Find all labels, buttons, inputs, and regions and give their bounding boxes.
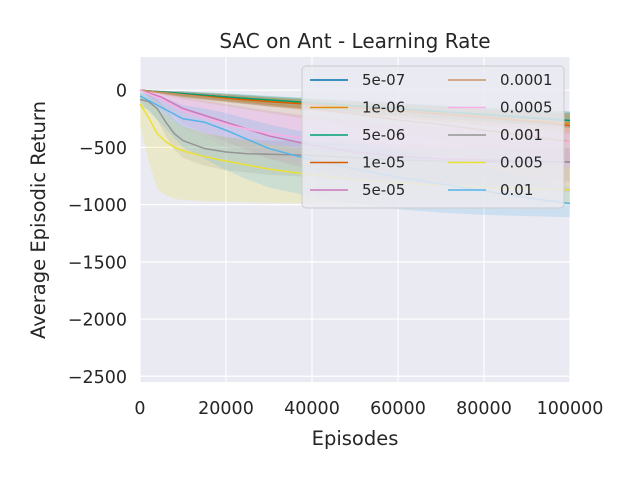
legend-label: 1e-06 (362, 99, 405, 117)
y-tick-label: −1500 (68, 253, 127, 273)
legend-label: 0.005 (500, 154, 543, 172)
x-tick-label: 60000 (370, 399, 426, 419)
legend-label: 5e-05 (362, 181, 405, 199)
legend-label: 5e-06 (362, 126, 405, 144)
x-tick-label: 100000 (537, 399, 604, 419)
y-tick-label: 0 (116, 82, 127, 102)
y-tick-label: −2500 (68, 368, 127, 388)
legend-label: 1e-05 (362, 154, 405, 172)
legend-label: 5e-07 (362, 71, 405, 89)
x-tick-label: 20000 (198, 399, 254, 419)
chart-title: SAC on Ant - Learning Rate (219, 29, 490, 53)
x-axis-label: Episodes (312, 427, 399, 450)
legend: 5e-07 1e-06 5e-06 1e-05 5e-05 0.0001 0.0005 0.0… (301, 65, 565, 209)
y-axis-label: Average Episodic Return (27, 101, 50, 339)
x-tick-label: 0 (134, 399, 145, 419)
legend-label: 0.0005 (500, 99, 553, 117)
y-tick-label: −500 (79, 139, 127, 159)
y-tick-label: −2000 (68, 311, 127, 331)
y-tick-label: −1000 (68, 196, 127, 216)
legend-box (301, 65, 565, 209)
legend-label: 0.0001 (500, 71, 553, 89)
legend-label: 0.001 (500, 126, 543, 144)
x-tick-labels: 0 20000 40000 60000 80000 100000 (134, 399, 603, 419)
x-tick-label: 80000 (456, 399, 512, 419)
legend-label: 0.01 (500, 181, 533, 199)
y-tick-labels: 0 −500 −1000 −1500 −2000 −2500 (68, 82, 127, 388)
x-tick-label: 40000 (284, 399, 340, 419)
